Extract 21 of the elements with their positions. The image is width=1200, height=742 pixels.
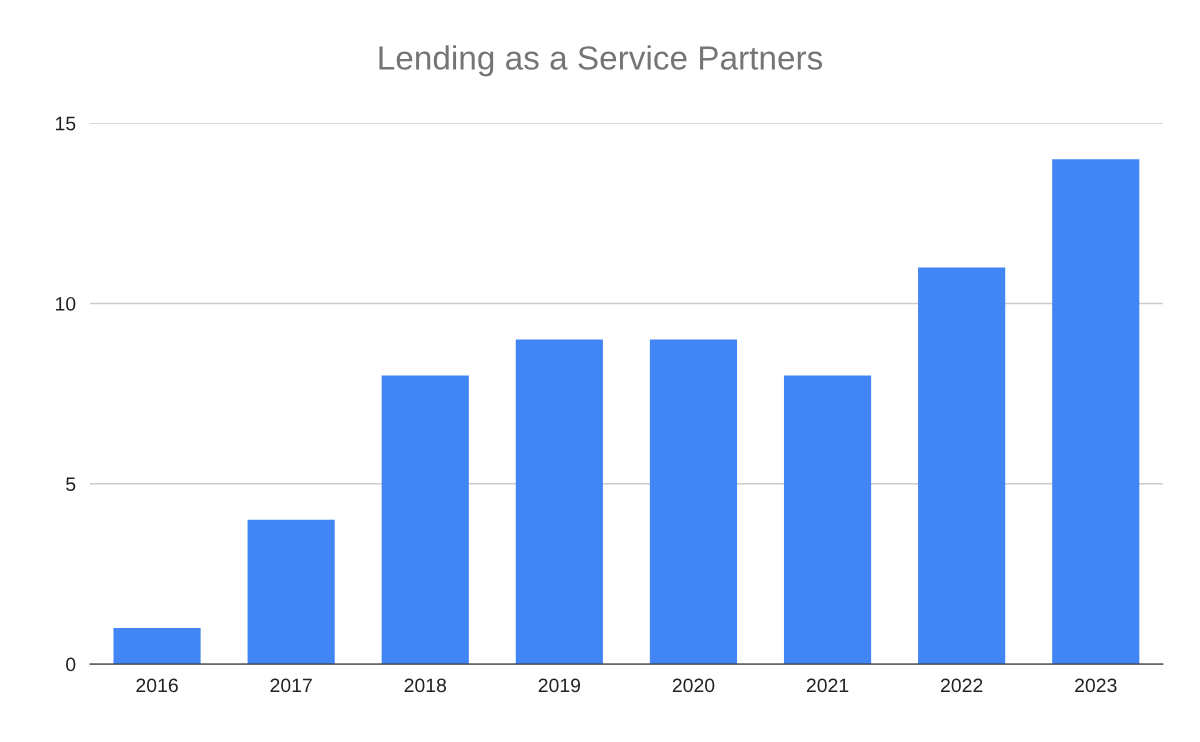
bar — [247, 519, 335, 665]
x-tick-label: 2016 — [136, 678, 178, 693]
bar — [113, 628, 201, 665]
x-tick-label: 2017 — [270, 678, 312, 693]
bar — [649, 339, 738, 665]
bar — [783, 375, 872, 665]
x-tick-label: 2021 — [806, 678, 849, 693]
x-tick-label: 2018 — [404, 678, 447, 693]
bar — [918, 267, 1006, 665]
x-tick-label: 2022 — [941, 678, 983, 693]
bar — [515, 339, 603, 665]
bar — [1052, 159, 1140, 665]
y-tick-label: 15 — [55, 116, 76, 131]
bar — [381, 375, 469, 665]
x-tick-label: 2020 — [672, 678, 715, 693]
chart-title: Lending as a Service Partners — [379, 45, 823, 77]
y-tick-label: 5 — [66, 477, 76, 492]
y-tick-label: 0 — [66, 657, 76, 672]
y-tick-label: 10 — [55, 296, 76, 311]
x-tick-label: 2023 — [1075, 678, 1117, 693]
x-tick-label: 2019 — [538, 678, 581, 693]
